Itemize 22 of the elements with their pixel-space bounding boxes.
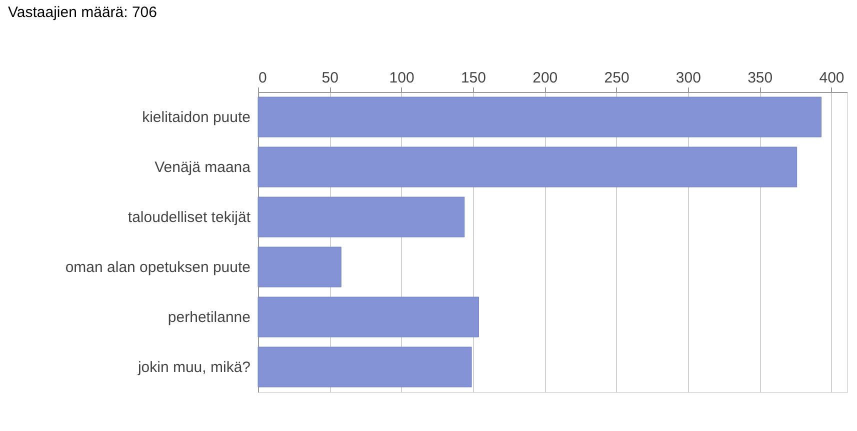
bar (258, 196, 465, 238)
y-tick-label: Venäjä maana (154, 159, 252, 176)
y-tick-label: taloudelliset tekijät (128, 209, 252, 226)
y-tick-label: oman alan opetuksen puute (65, 259, 250, 276)
x-tick-label: 0 (258, 70, 267, 86)
bar (258, 246, 342, 288)
x-tick-label: 350 (748, 70, 773, 86)
x-tick-label: 200 (532, 70, 558, 86)
y-tick-label: jokin muu, mikä? (136, 359, 250, 376)
x-tick-label: 300 (676, 70, 701, 86)
bar (258, 96, 822, 138)
x-tick-label: 250 (604, 70, 630, 86)
x-tick-label: 100 (389, 70, 414, 86)
bar (258, 296, 479, 338)
y-tick-label: perhetilanne (168, 309, 250, 326)
bar (258, 146, 798, 188)
x-tick-label: 150 (460, 70, 486, 86)
x-tick-label: 50 (322, 70, 338, 86)
y-tick-label: kielitaidon puute (142, 109, 250, 126)
x-tick-label: 400 (819, 70, 844, 86)
bar (258, 346, 472, 388)
text: Vastaajien määrä: 706 (8, 4, 157, 21)
